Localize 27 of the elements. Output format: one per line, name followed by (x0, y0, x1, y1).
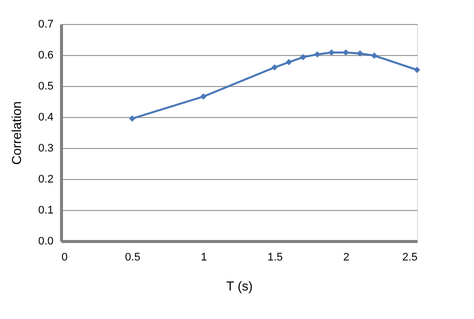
x-tick-label: 1 (200, 252, 207, 264)
point (356, 50, 364, 57)
y-axis-title: Correlation (9, 101, 24, 165)
x-tick-label: 1.5 (267, 252, 283, 264)
x-tick-label: 0.5 (125, 252, 140, 264)
y-tick-label: 0.4 (38, 112, 54, 124)
y-tick-label: 0.0 (38, 236, 54, 248)
y-tick-label: 0.2 (38, 174, 54, 186)
point (129, 115, 136, 122)
point (342, 49, 349, 56)
y-tick-label: 0.3 (38, 142, 54, 154)
x-axis-title: T (s) (226, 278, 253, 294)
point (271, 64, 278, 71)
point (414, 66, 420, 74)
point (300, 54, 306, 60)
y-tick-label: 0.1 (38, 204, 54, 216)
point (200, 93, 207, 100)
x-tick-label: 2 (343, 252, 350, 264)
y-tick-label: 0.5 (38, 80, 54, 92)
point (314, 51, 320, 58)
point (286, 58, 292, 66)
y-tick-label: 0.6 (38, 50, 54, 62)
x-tick-label: 2.5 (402, 252, 418, 264)
point (328, 49, 335, 56)
x-tick-label: 0 (62, 252, 68, 264)
point (371, 52, 378, 59)
y-tick-label: 0.7 (38, 18, 54, 30)
